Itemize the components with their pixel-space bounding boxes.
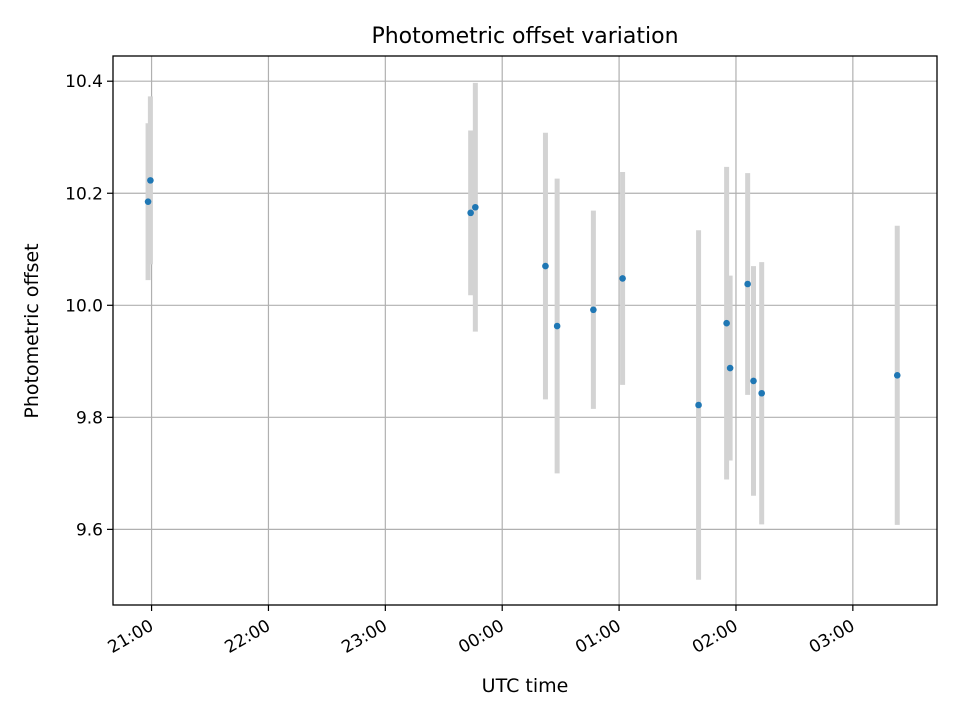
data-point — [723, 319, 730, 327]
data-point — [467, 209, 474, 217]
x-tick-label: 22:00 — [222, 616, 274, 658]
data-point — [590, 306, 597, 314]
data-point — [553, 322, 561, 330]
y-axis-label: Photometric offset — [21, 243, 43, 418]
data-point — [619, 275, 626, 282]
data-point — [726, 364, 734, 372]
data-point — [893, 372, 901, 379]
x-axis-label: UTC time — [482, 675, 569, 697]
x-tick-label: 21:00 — [105, 616, 157, 658]
y-tick-label: 9.8 — [76, 408, 103, 428]
data-point — [472, 203, 479, 211]
error-bars — [145, 82, 900, 580]
y-tick-label: 10.2 — [65, 184, 103, 204]
x-tick-label: 01:00 — [572, 616, 624, 658]
y-tick-label: 10.0 — [65, 296, 103, 316]
y-tick-label: 10.4 — [65, 72, 103, 92]
y-tick-label: 9.6 — [76, 520, 103, 540]
plot-frame — [112, 55, 938, 606]
data-point — [147, 177, 154, 184]
grid — [113, 56, 937, 605]
x-tick-label: 00:00 — [455, 616, 507, 658]
data-point — [750, 377, 757, 385]
data-point — [758, 389, 765, 397]
x-tick-label: 23:00 — [338, 616, 390, 658]
chart-title: Photometric offset variation — [371, 24, 678, 49]
data-point — [695, 401, 702, 409]
data-point — [542, 262, 549, 270]
data-point — [144, 198, 152, 205]
data-point — [744, 280, 751, 288]
x-tick-label: 02:00 — [689, 616, 741, 658]
data-points — [144, 177, 901, 409]
x-tick-label: 03:00 — [806, 616, 858, 658]
axis-ticks: 21:00 22:00 23:00 00:00 01:00 02:00 03:00 9.6 9.… — [65, 72, 858, 658]
